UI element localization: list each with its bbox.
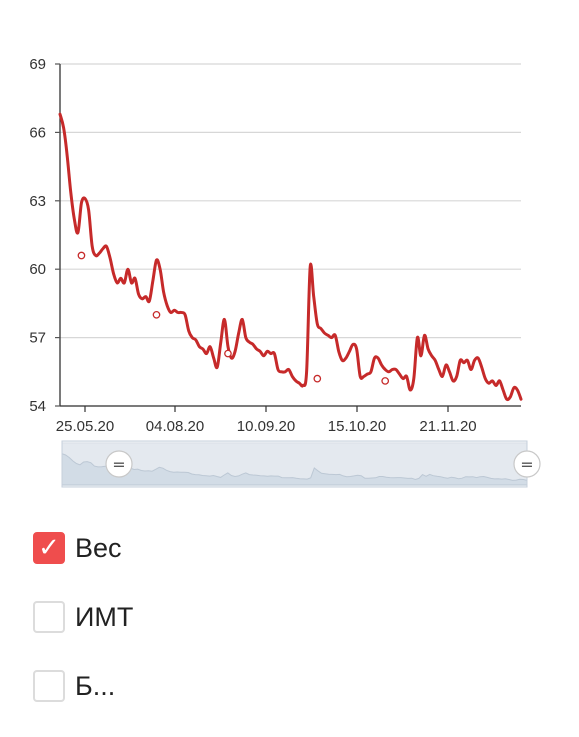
legend-label-third: Б...: [75, 670, 116, 701]
axes: [59, 64, 521, 407]
y-axis-ticks: 69 66 63 60 57 54: [29, 56, 60, 415]
range-navigator[interactable]: = =: [61, 440, 541, 488]
drag-handle-icon: =: [520, 455, 533, 474]
y-tick-label-57: 57: [29, 330, 46, 347]
bmi-checkbox[interactable]: [33, 601, 65, 633]
weight-checkbox[interactable]: ✓: [33, 532, 65, 564]
x-tick-label-0: 25.05.20: [56, 418, 114, 435]
weight-chart: 69 66 63 60 57 54 25.05.20 04.08.20 10.09.20 15.…: [29, 56, 541, 488]
navigator-right-handle[interactable]: [513, 450, 541, 478]
legend-label-weight: Вес: [75, 532, 122, 563]
data-point-marker: [381, 377, 390, 385]
navigator-selection: [61, 440, 528, 488]
weight-series-line: [58, 112, 523, 402]
chart-svg: 69 66 63 60 57 54 25.05.20 04.08.20 10.09.20 15.…: [29, 56, 541, 488]
legend-label-bmi: ИМТ: [75, 601, 134, 632]
data-point-marker: [313, 374, 322, 383]
x-tick-label-3: 15.10.20: [328, 418, 386, 435]
series-layer: [58, 112, 523, 402]
y-tick-label-69: 69: [29, 56, 46, 73]
y-tick-label-60: 60: [29, 261, 46, 278]
legend-item-third[interactable]: Б...: [33, 668, 133, 704]
data-point-marker: [77, 251, 86, 260]
y-tick-label-63: 63: [29, 193, 46, 210]
navigator-left-handle[interactable]: [105, 450, 133, 478]
grid-lines: [60, 63, 521, 407]
data-point-marker: [152, 310, 161, 319]
x-tick-label-4: 21.11.20: [419, 418, 476, 435]
x-axis-ticks: 25.05.20 04.08.20 10.09.20 15.10.20 21.11.20: [56, 406, 477, 435]
y-tick-label-54: 54: [29, 398, 46, 415]
data-point-marker: [224, 349, 232, 358]
legend-item-bmi[interactable]: ИМТ: [33, 599, 133, 635]
navigator-series-area: [61, 452, 528, 486]
x-tick-label-2: 10.09.20: [237, 418, 295, 435]
legend-item-weight[interactable]: ✓ Вес: [33, 530, 133, 566]
drag-handle-icon: =: [112, 455, 125, 474]
y-tick-label-66: 66: [29, 124, 46, 141]
checkmark-icon: ✓: [38, 533, 60, 563]
third-checkbox[interactable]: [33, 670, 65, 702]
x-tick-label-1: 04.08.20: [146, 418, 204, 435]
legend: ✓ Вес ИМТ Б...: [33, 530, 133, 737]
